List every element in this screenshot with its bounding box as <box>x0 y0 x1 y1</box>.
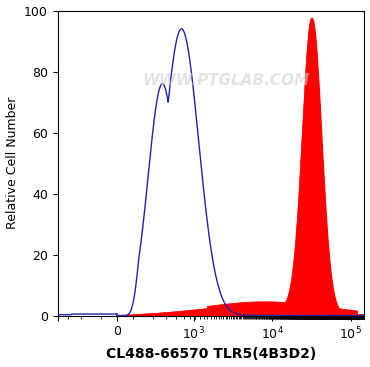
X-axis label: CL488-66570 TLR5(4B3D2): CL488-66570 TLR5(4B3D2) <box>106 348 316 361</box>
Y-axis label: Relative Cell Number: Relative Cell Number <box>6 97 18 229</box>
Text: WWW.PTGLAB.COM: WWW.PTGLAB.COM <box>143 73 310 88</box>
